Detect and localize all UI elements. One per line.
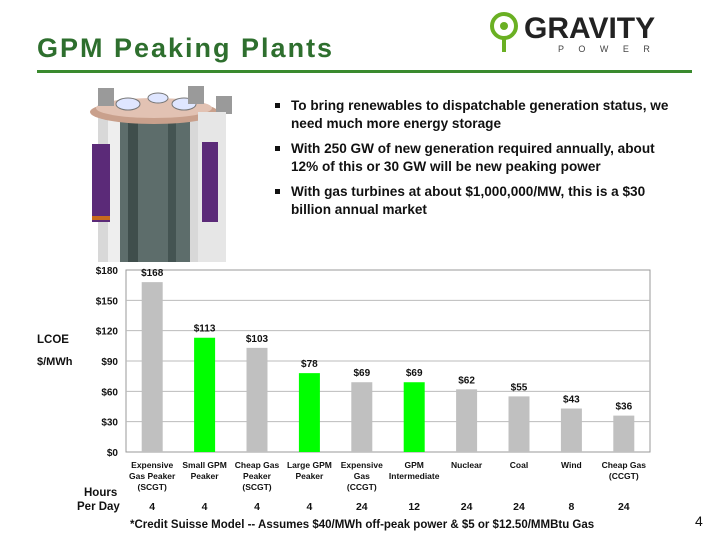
x-tick-label-line: Wind: [561, 460, 582, 470]
data-label: $62: [458, 375, 475, 386]
hours-value: 12: [408, 501, 420, 513]
x-tick-label-line: (CCGT): [347, 482, 377, 492]
bullet-text: With 250 GW of new generation required a…: [291, 141, 655, 174]
bullet-item: To bring renewables to dispatchable gene…: [272, 97, 672, 133]
bullet-square-icon: [275, 189, 280, 194]
x-tick-label: Wind: [561, 460, 582, 470]
y-tick-label: $180: [96, 266, 119, 277]
x-tick-label-line: Large GPM: [287, 460, 332, 470]
hours-label-2: Per Day: [77, 501, 120, 513]
title-underline: [37, 70, 692, 73]
y-tick-label: $120: [96, 327, 119, 338]
x-tick-label: Coal: [510, 460, 528, 470]
page-number: 4: [695, 513, 703, 529]
x-tick-label-line: Expensive: [131, 460, 173, 470]
bar: [560, 408, 582, 452]
x-tick-label-line: Cheap Gas: [235, 460, 280, 470]
data-label: $168: [141, 268, 164, 279]
logo-word: GRAVITY: [524, 12, 655, 45]
hours-value: 4: [202, 501, 208, 513]
bullet-square-icon: [275, 103, 280, 108]
y-axis-unit: $/MWh: [37, 356, 73, 368]
hours-value: 8: [568, 501, 574, 513]
bar: [194, 337, 216, 452]
y-tick-label: $30: [101, 418, 118, 429]
y-tick-label: $60: [101, 387, 118, 398]
bullet-square-icon: [275, 146, 280, 151]
x-tick-label-line: Nuclear: [451, 460, 483, 470]
x-tick-label-line: (CCGT): [609, 471, 639, 481]
x-tick-label: Cheap Gas Peaker (SCGT): [235, 460, 280, 492]
x-tick-label-line: (SCGT): [138, 482, 167, 492]
x-tick-label-line: Gas Peaker: [129, 471, 176, 481]
bullet-item: With gas turbines at about $1,000,000/MW…: [272, 183, 672, 219]
bar: [613, 415, 635, 452]
x-tick-label-line: Coal: [510, 460, 528, 470]
bar: [403, 382, 425, 452]
data-label: $55: [511, 382, 528, 393]
bullet-item: With 250 GW of new generation required a…: [272, 140, 672, 176]
x-tick-label-line: GPM: [405, 460, 424, 470]
hours-value: 4: [254, 501, 260, 513]
bar: [456, 389, 478, 452]
data-label: $43: [563, 395, 580, 406]
footnote: *Credit Suisse Model -- Assumes $40/MWh …: [130, 519, 595, 531]
bar: [351, 382, 373, 452]
x-tick-label: Cheap Gas (CCGT): [602, 460, 647, 481]
x-tick-label-line: Peaker: [295, 471, 324, 481]
y-tick-label: $150: [96, 296, 119, 307]
gravity-power-logo: GRAVITY P O W E R: [490, 12, 656, 54]
data-label: $103: [246, 334, 269, 345]
data-label: $36: [615, 402, 632, 413]
x-tick-label: GPM Intermediate: [389, 460, 440, 481]
x-tick-label-line: Peaker: [191, 471, 220, 481]
x-tick-label-line: Gas: [354, 471, 370, 481]
bullet-text: To bring renewables to dispatchable gene…: [291, 98, 669, 131]
bar: [298, 373, 320, 452]
x-tick-label: Large GPM Peaker: [287, 460, 332, 481]
x-tick-label-line: Intermediate: [389, 471, 440, 481]
bullet-list: To bring renewables to dispatchable gene…: [272, 97, 672, 226]
x-tick-label-line: Expensive: [341, 460, 383, 470]
logo-subword: P O W E R: [558, 44, 656, 54]
x-tick-label: Nuclear: [451, 460, 483, 470]
hours-value: 24: [461, 501, 473, 513]
hours-label: Hours: [84, 487, 118, 499]
data-label: $113: [194, 324, 216, 335]
data-label: $78: [301, 359, 318, 370]
x-tick-label: Expensive Gas (CCGT): [341, 460, 383, 492]
y-tick-label: $0: [107, 448, 119, 459]
slide-title: GPM Peaking Plants: [37, 33, 335, 63]
x-tick-label: Expensive Gas Peaker (SCGT): [129, 460, 176, 492]
x-tick-label-line: (SCGT): [242, 482, 271, 492]
hours-value: 4: [306, 501, 312, 513]
bar: [141, 282, 163, 452]
gravity-logo-icon: [490, 12, 518, 52]
data-label: $69: [406, 368, 423, 379]
x-tick-label-line: Small GPM: [182, 460, 226, 470]
y-tick-label: $90: [101, 357, 118, 368]
hours-value: 24: [618, 501, 630, 513]
x-tick-label-line: Peaker: [243, 471, 272, 481]
x-tick-label-line: Cheap Gas: [602, 460, 647, 470]
hours-value: 4: [149, 501, 155, 513]
hours-value: 24: [513, 501, 525, 513]
bar: [246, 347, 268, 452]
hours-value: 24: [356, 501, 368, 513]
gpm-plant-illustration: [90, 86, 232, 262]
bullet-text: With gas turbines at about $1,000,000/MW…: [291, 184, 646, 217]
y-axis-title: LCOE: [37, 334, 69, 346]
bar: [508, 396, 530, 452]
data-label: $69: [353, 368, 370, 379]
x-tick-label: Small GPM Peaker: [182, 460, 226, 481]
